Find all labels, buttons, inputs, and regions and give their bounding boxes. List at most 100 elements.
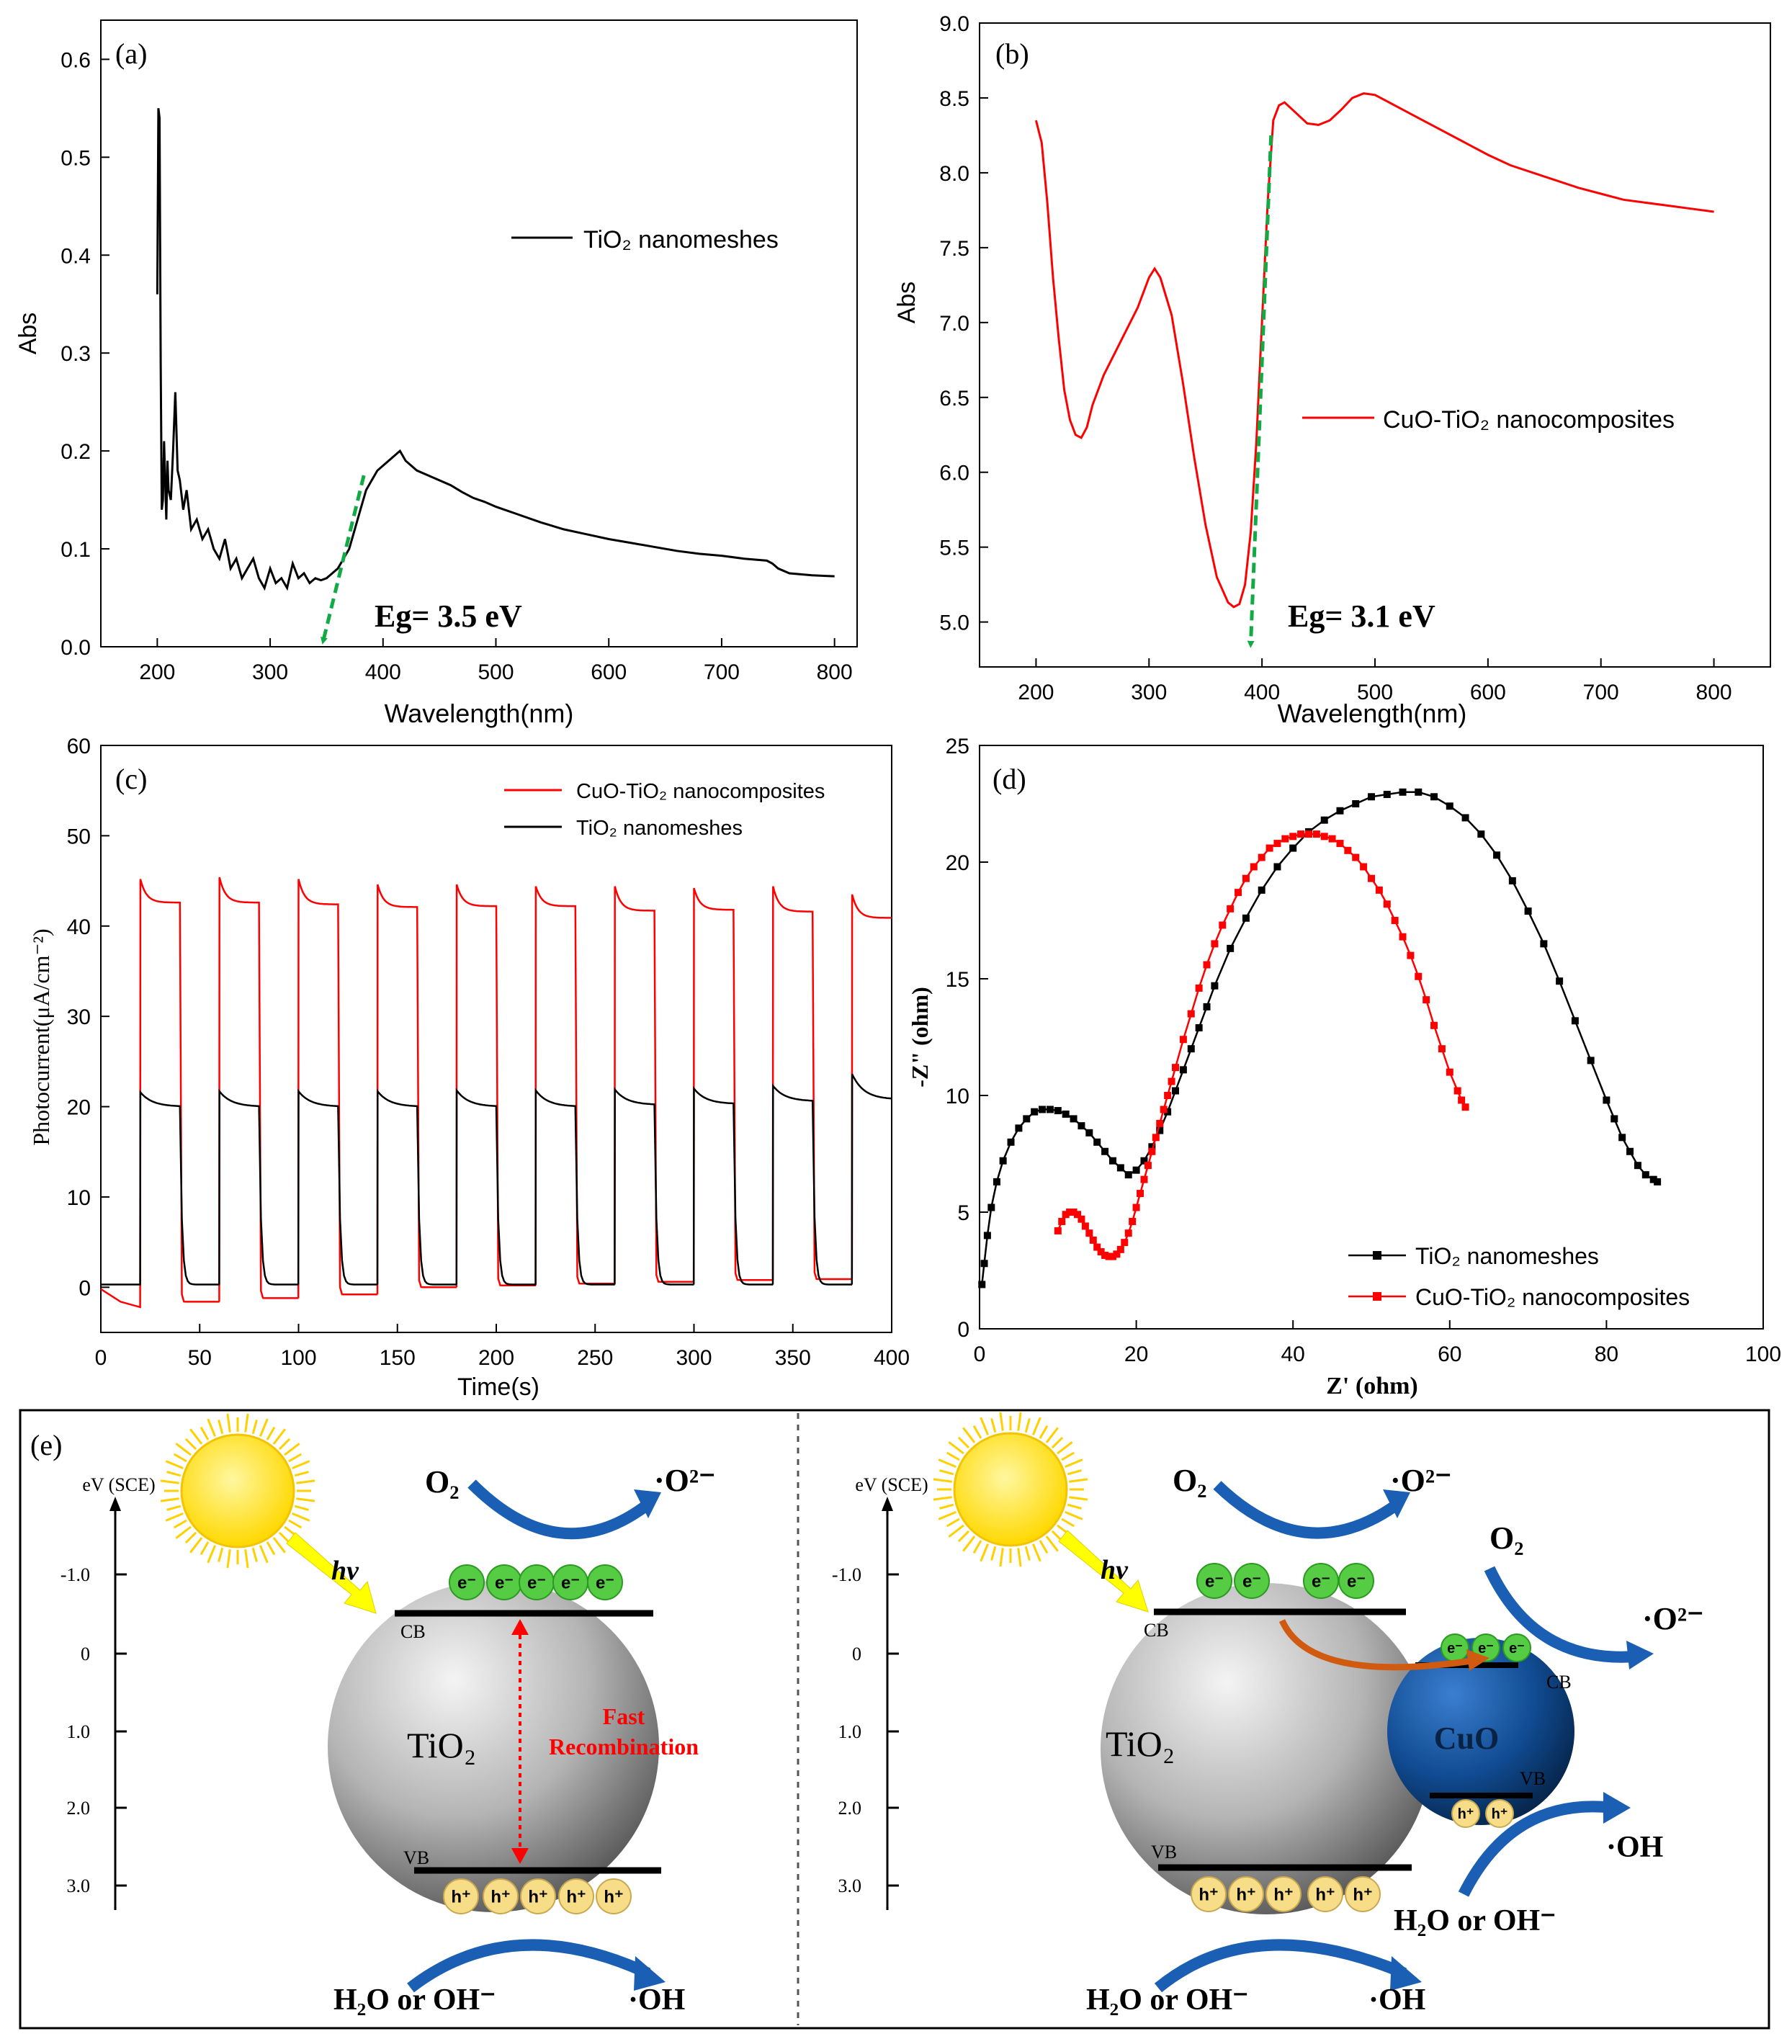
left-tio2-label: TiO₂ <box>407 1725 476 1765</box>
panel-c-xtick-label-250: 250 <box>577 1346 613 1370</box>
panel-d-point-tio2 <box>1399 788 1407 796</box>
panel-b-xtick-label-600: 600 <box>1470 681 1506 704</box>
panel-e-frame <box>19 1409 1770 2030</box>
panel-d-point-cuo-tio2 <box>1383 900 1391 908</box>
panel-b-legend-text: CuO-TiO₂ nanocomposites <box>1383 406 1675 434</box>
panel-d-point-cuo-tio2 <box>1415 972 1423 980</box>
panel-b-ytick-label-3: 6.5 <box>939 387 969 411</box>
right-axis-ticks: -1.0 0 1.0 2.0 3.0 <box>832 1564 899 1896</box>
panel-a-frame <box>100 19 858 647</box>
panel-d-point-tio2 <box>1015 1124 1023 1132</box>
panel-d-point-cuo-tio2 <box>1430 1021 1438 1029</box>
panel-d-point-cuo-tio2 <box>1297 830 1305 838</box>
panel-a-bandgap: Eg= 3.5 eV <box>375 599 522 634</box>
panel-b-frame <box>979 22 1771 668</box>
sun-ray <box>962 1427 976 1443</box>
panel-d-point-cuo-tio2 <box>1312 830 1320 838</box>
panel-d-point-tio2 <box>1242 914 1250 922</box>
right-holes-particle <box>1265 1876 1302 1912</box>
panel-c-axes: 0 50 100 150 200 250 300 350 400 0 10 20 30 40 50 60 <box>67 735 910 1370</box>
panel-d-point-cuo-tio2 <box>1152 1134 1160 1142</box>
left-electrons-particle <box>587 1564 623 1600</box>
panel-a-ytick-label-0: 0.0 <box>61 636 91 660</box>
left-tick-m1: -1.0 <box>61 1564 90 1585</box>
panel-d-point-tio2 <box>1273 863 1281 871</box>
panel-b-ytick-label-1: 5.5 <box>939 537 969 560</box>
sun-ray <box>175 1525 192 1539</box>
right-holes-particle-label: h⁺ <box>1353 1885 1372 1904</box>
panel-d-point-tio2 <box>983 1232 991 1240</box>
right-vb-label: VB <box>1151 1842 1177 1863</box>
left-cb-label: CB <box>400 1621 426 1642</box>
panel-d-point-cuo-tio2 <box>1328 835 1336 843</box>
panel-d-legend-text-black: TiO₂ nanomeshes <box>1415 1243 1599 1269</box>
left-electrons-particle <box>449 1564 485 1600</box>
sun-ray <box>288 1519 303 1529</box>
cuo-h2o-arrow <box>1458 1801 1614 1897</box>
panel-d-point-tio2 <box>980 1260 988 1268</box>
panel-d-ytick-label-4: 20 <box>946 851 969 875</box>
panel-c-xlabel: Time(s) <box>457 1373 539 1401</box>
sun-ray <box>165 1512 184 1522</box>
panel-d-point-cuo-tio2 <box>1281 835 1289 843</box>
sun-ray <box>259 1418 269 1437</box>
panel-d-point-cuo-tio2 <box>1289 833 1297 841</box>
panel-a-ytick-label-3: 0.3 <box>61 342 91 366</box>
panel-d-xtick-label-20: 20 <box>1124 1343 1148 1366</box>
sun-ray <box>272 1537 286 1554</box>
left-o2-arrow <box>467 1479 648 1540</box>
left-schematic: hv TiO₂ CB VB e⁻ e⁻ e⁻ e⁻ e⁻ h⁺ h⁺ h⁺ h⁺ h⁺ Fast… <box>160 1413 715 2017</box>
panel-d-point-tio2 <box>1078 1122 1085 1130</box>
right-h2o-arrow <box>1154 1939 1407 1993</box>
left-holes-particle <box>443 1878 479 1914</box>
left-tio2-sphere <box>328 1581 659 1912</box>
panel-d-point-tio2 <box>1085 1129 1093 1137</box>
cuo-o2-arrowhead <box>1626 1641 1654 1669</box>
right-energy-axis: eV (SCE) -1.0 0 1.0 2.0 3.0 <box>832 1474 928 1910</box>
left-holes: h⁺ h⁺ h⁺ h⁺ h⁺ <box>443 1878 632 1914</box>
panel-d-point-tio2 <box>1626 1147 1634 1155</box>
right-axis-title: eV (SCE) <box>855 1474 928 1495</box>
panel-a-ytick-label-1: 0.1 <box>61 538 91 562</box>
sun-ray <box>1061 1518 1075 1528</box>
panel-b-xtick-label-700: 700 <box>1583 681 1619 704</box>
left-energy-axis: eV (SCE) -1.0 0 1.0 2.0 3.0 <box>61 1474 156 1910</box>
panel-d-xtick-label-60: 60 <box>1438 1343 1461 1366</box>
cuo-cb-label: CB <box>1546 1672 1572 1693</box>
panel-d-legend-marker-black <box>1373 1251 1381 1260</box>
panel-d-point-cuo-tio2 <box>1336 840 1344 848</box>
panel-d-xtick-label-40: 40 <box>1281 1343 1305 1366</box>
cuo-electrons-particle <box>1502 1633 1531 1662</box>
panel-b-ytick-label-8: 9.0 <box>939 12 969 36</box>
panel-a-axes: 200 300 400 500 600 700 800 0.0 0.1 0.2 0.3 0.4 0.5 0… <box>61 48 852 684</box>
sun-ray <box>200 1426 210 1440</box>
sun-ray <box>1024 1418 1031 1433</box>
left-recomb-arrowhead-top <box>511 1619 529 1635</box>
panel-a-xtick-label-700: 700 <box>704 660 740 684</box>
panel-b-bandgap: Eg= 3.1 eV <box>1288 599 1435 634</box>
panel-d-ylabel: -Z" (ohm) <box>907 987 933 1088</box>
light-arrow-icon-right <box>1058 1530 1149 1613</box>
panel-d-point-cuo-tio2 <box>1144 1162 1152 1170</box>
panel-d-point-cuo-tio2 <box>1172 1064 1179 1072</box>
panel-d-point-cuo-tio2 <box>1258 853 1265 861</box>
sun-ray <box>1017 1548 1022 1567</box>
panel-d-point-cuo-tio2 <box>1195 984 1203 992</box>
sun-ray <box>939 1469 954 1476</box>
panel-d-legend-text-red: CuO-TiO₂ nanocomposites <box>1415 1284 1690 1310</box>
panel-d-point-tio2 <box>1203 1003 1211 1010</box>
right-holes-particle <box>1345 1876 1381 1912</box>
panel-d-point-tio2 <box>1352 800 1360 807</box>
panel-d-point-cuo-tio2 <box>1423 996 1430 1004</box>
panel-d-point-tio2 <box>1634 1162 1641 1170</box>
sun-ray <box>1065 1458 1083 1469</box>
sun-ray <box>938 1458 957 1469</box>
panel-d-point-cuo-tio2 <box>1344 846 1352 854</box>
panel-c-ylabel: Photocurrent(μA/cm⁻²) <box>28 928 54 1145</box>
panel-d-point-cuo-tio2 <box>1124 1229 1132 1237</box>
sun-ray <box>948 1524 964 1538</box>
panel-d-point-cuo-tio2 <box>1148 1147 1156 1155</box>
panel-d-point-cuo-tio2 <box>1121 1239 1129 1247</box>
cuo-hydroxyl-label: ·OH <box>1606 1831 1663 1864</box>
